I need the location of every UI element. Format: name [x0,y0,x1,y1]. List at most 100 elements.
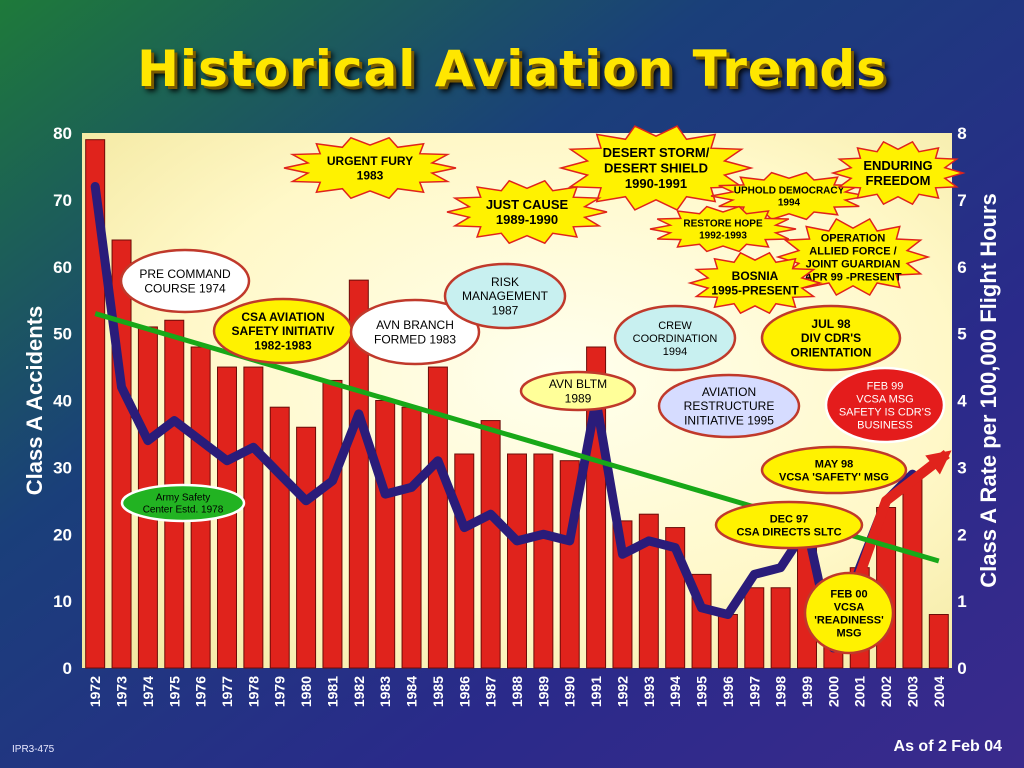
y-tick-label-70: 70 [53,191,72,210]
y2-axis-title: Class A Rate per 100,000 Flight Hours [976,193,1001,588]
annotation-text-0-0: URGENT FURY [327,154,413,168]
annotation-text-2-1: 1989-1990 [496,212,558,227]
annotation-oval-12 [613,304,737,372]
y2-tick-label-7: 7 [957,191,966,210]
bar-1987 [480,420,501,669]
annotation-text-15-0: AVIATION [702,385,756,399]
annotation-text-16-2: SAFETY IS CDR'S [839,406,931,418]
annotation-burst-7 [687,251,823,315]
annotation-oval-16 [824,366,946,444]
y-tick-label-0: 0 [63,659,72,678]
x-tick-label-2002: 2002 [878,676,894,707]
annotation-text-3-0: UPHOLD DEMOCRACY [734,186,845,197]
as-of-date: As of 2 Feb 04 [893,738,1002,755]
x-tick-label-1989: 1989 [535,676,551,707]
y-tick-label-10: 10 [53,592,72,611]
x-tick-label-1976: 1976 [193,676,209,707]
x-tick-label-1996: 1996 [720,676,736,707]
annotation-text-7-0: BOSNIA [732,269,779,283]
annotation-text-6-3: APR 99 -PRESENT [804,271,901,283]
x-tick-label-1974: 1974 [140,676,156,707]
annotation-text-13-1: DIV CDR'S [801,331,861,345]
x-tick-label-1991: 1991 [588,676,604,707]
annotation-text-3-1: 1994 [778,197,801,208]
y2-tick-label-1: 1 [957,592,966,611]
x-tick-label-1986: 1986 [456,676,472,707]
annotation-text-5-0: ENDURING [863,158,932,173]
annotation-text-6-0: OPERATION [821,232,886,244]
annotation-text-12-1: COORDINATION [633,333,718,345]
annotation-text-20-3: MSG [836,627,861,639]
annotation-text-15-2: INITIATIVE 1995 [684,413,774,427]
x-tick-label-1978: 1978 [245,676,261,707]
annotation-text-10-1: FORMED 1983 [374,332,456,346]
y-tick-label-40: 40 [53,392,72,411]
annotation-burst-3 [710,171,868,221]
annotation-burst-5 [830,140,966,206]
annotation-text-4-1: 1992-1993 [699,230,747,241]
x-tick-label-1984: 1984 [404,676,420,707]
annotation-text-8-0: PRE COMMAND [139,267,231,281]
chart-title: Historical Aviation Trends [137,40,887,98]
bar-1982 [348,279,369,669]
annotation-text-13-0: JUL 98 [811,317,850,331]
slide-id: IPR3-475 [12,744,55,755]
annotation-text-12-0: CREW [658,320,692,332]
annotation-text-11-2: 1987 [492,303,519,317]
annotation-oval-14 [519,370,637,412]
x-tick-label-1982: 1982 [351,676,367,707]
annotation-burst-2 [446,179,608,245]
annotation-oval-15 [657,373,801,439]
bar-1985 [427,366,448,669]
x-tick-label-1987: 1987 [483,676,499,707]
x-tick-label-1993: 1993 [641,676,657,707]
bar-1981 [322,379,343,669]
bar-1978 [243,366,264,669]
x-tick-label-1981: 1981 [324,676,340,707]
y-tick-label-20: 20 [53,525,72,544]
y2-tick-label-5: 5 [957,325,966,344]
x-tick-label-1995: 1995 [694,676,710,707]
annotation-text-11-1: MANAGEMENT [462,289,549,303]
annotation-text-12-2: 1994 [663,346,687,358]
bar-1998 [770,587,791,669]
x-tick-label-1972: 1972 [87,676,103,707]
y-tick-label-80: 80 [53,124,72,143]
bar-1986 [454,453,475,669]
x-tick-label-2000: 2000 [825,676,841,707]
bar-1979 [269,406,290,669]
y-tick-label-50: 50 [53,325,72,344]
x-tick-label-1998: 1998 [773,676,789,707]
annotation-text-18-1: Center Estd. 1978 [143,504,224,515]
rate-trend-arrowhead [925,450,952,475]
x-tick-label-1994: 1994 [667,676,683,707]
annotation-burst-4 [649,205,797,253]
annotation-text-13-2: ORIENTATION [791,345,872,359]
y-tick-label-30: 30 [53,458,72,477]
x-tick-label-1983: 1983 [377,676,393,707]
x-tick-label-2003: 2003 [904,676,920,707]
x-tick-label-1988: 1988 [509,676,525,707]
x-tick-label-2001: 2001 [852,676,868,707]
annotation-text-2-0: JUST CAUSE [486,197,569,212]
annotation-text-4-0: RESTORE HOPE [683,219,763,230]
x-tick-label-1997: 1997 [746,676,762,707]
annotation-text-11-0: RISK [491,275,519,289]
annotation-text-0-1: 1983 [357,168,384,182]
x-tick-label-1980: 1980 [298,676,314,707]
x-tick-label-1999: 1999 [799,676,815,707]
y2-tick-label-6: 6 [957,258,966,277]
y-tick-label-60: 60 [53,258,72,277]
bar-2003 [902,473,923,669]
annotation-text-19-1: CSA DIRECTS SLTC [736,526,841,538]
bar-1984 [401,406,422,669]
bar-1989 [533,453,554,669]
annotation-text-19-0: DEC 97 [770,513,809,525]
x-tick-label-1990: 1990 [562,676,578,707]
bar-1997 [744,587,765,669]
bar-1996 [717,614,738,669]
annotation-oval-20 [803,571,895,655]
annotation-text-8-1: COURSE 1974 [144,281,226,295]
y2-tick-label-2: 2 [957,525,966,544]
